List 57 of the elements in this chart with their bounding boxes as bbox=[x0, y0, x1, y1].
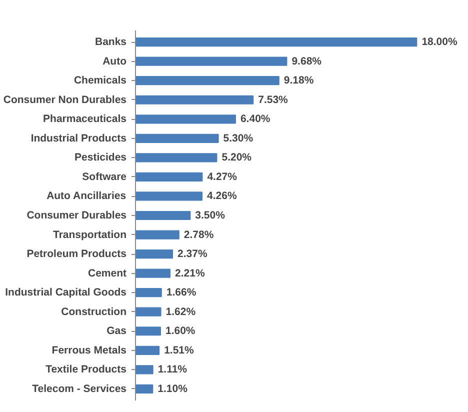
bar bbox=[136, 134, 219, 143]
bar bbox=[136, 384, 154, 394]
bar bbox=[136, 76, 280, 86]
bar bbox=[136, 56, 288, 66]
bar bbox=[136, 365, 154, 374]
data-label: 1.11% bbox=[158, 364, 188, 376]
data-label: 9.68% bbox=[292, 55, 322, 68]
bar bbox=[136, 172, 203, 182]
data-label: 4.27% bbox=[207, 170, 238, 183]
data-label: 1.10% bbox=[158, 382, 188, 395]
bar bbox=[136, 230, 180, 240]
y-tick-label: Industrial Products bbox=[30, 132, 127, 144]
y-tick-label: Textile Products bbox=[46, 364, 127, 376]
data-label: 2.21% bbox=[175, 267, 206, 280]
bar bbox=[136, 114, 236, 124]
data-label: 9.18% bbox=[284, 74, 314, 87]
data-label: 1.51% bbox=[164, 344, 195, 356]
y-tick-label: Petroleum Products bbox=[26, 248, 127, 260]
bar bbox=[136, 326, 161, 336]
y-tick-label: Consumer Durables bbox=[26, 210, 127, 222]
data-label: 18.00% bbox=[422, 36, 458, 48]
bar bbox=[136, 288, 162, 298]
bar bbox=[136, 249, 174, 259]
y-tick-label: Cement bbox=[88, 267, 128, 280]
y-tick-label: Telecom - Services bbox=[32, 382, 127, 395]
y-tick-label: Transportation bbox=[52, 228, 127, 241]
bar bbox=[136, 268, 171, 278]
data-label: 1.60% bbox=[165, 325, 196, 338]
data-label: 1.62% bbox=[166, 306, 196, 318]
bar bbox=[136, 192, 203, 201]
bar bbox=[136, 210, 191, 220]
y-tick-label: Auto bbox=[102, 55, 127, 68]
data-label: 2.37% bbox=[178, 248, 208, 260]
data-label: 7.53% bbox=[258, 94, 289, 106]
data-label: 4.26% bbox=[207, 190, 238, 202]
bar bbox=[136, 38, 418, 47]
y-tick-label: Gas bbox=[106, 325, 127, 338]
data-label: 6.40% bbox=[240, 113, 271, 126]
bar bbox=[136, 95, 254, 104]
data-label: 5.30% bbox=[223, 132, 254, 144]
y-tick-label: Construction bbox=[61, 306, 126, 318]
data-label: 2.78% bbox=[184, 228, 214, 241]
y-tick-label: Ferrous Metals bbox=[52, 344, 127, 356]
y-tick-label: Chemicals bbox=[74, 74, 127, 87]
data-label: 5.20% bbox=[222, 152, 252, 164]
y-tick-label: Industrial Capital Goods bbox=[5, 286, 127, 299]
bar bbox=[136, 307, 162, 316]
y-tick-label: Banks bbox=[94, 36, 127, 48]
y-tick-label: Pharmaceuticals bbox=[43, 113, 127, 126]
y-tick-label: Pesticides bbox=[74, 152, 127, 164]
bar bbox=[136, 153, 218, 162]
data-label: 1.66% bbox=[166, 286, 197, 299]
y-tick-label: Auto Ancillaries bbox=[46, 190, 126, 202]
y-tick-label: Consumer Non Durables bbox=[3, 94, 127, 106]
data-label: 3.50% bbox=[195, 210, 226, 222]
y-tick-label: Software bbox=[82, 170, 127, 183]
bar bbox=[136, 346, 160, 355]
